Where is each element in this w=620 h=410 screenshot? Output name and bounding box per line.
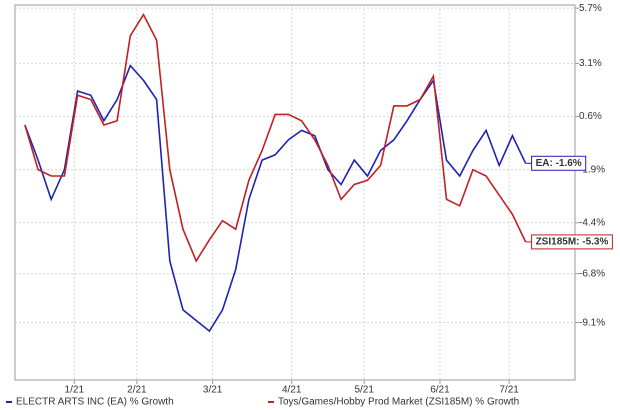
y-tick-label: 0.6%: [579, 111, 602, 122]
end-label: EA: -1.6%: [536, 158, 582, 169]
series-line: [24, 64, 527, 333]
x-tick-label: 2/21: [127, 385, 147, 396]
y-tick-label: -4.4%: [579, 217, 605, 228]
y-tick-label: -1.9%: [579, 164, 605, 175]
x-tick-label: 3/21: [203, 385, 223, 396]
plot-area: [14, 4, 576, 381]
legend-label: Toys/Games/Hobby Prod Market (ZSI185M) %…: [278, 397, 519, 408]
y-tick-label: -9.1%: [579, 317, 605, 328]
x-tick-label: 4/21: [282, 385, 302, 396]
y-tick-label: -6.8%: [579, 268, 605, 279]
y-tick-label: 3.1%: [579, 58, 602, 69]
y-tick-label: 5.7%: [579, 3, 602, 14]
end-label: ZSI185M: -5.3%: [536, 237, 609, 248]
x-tick-label: 1/21: [65, 385, 85, 396]
legend-label: ELECTR ARTS INC (EA) % Growth: [16, 397, 174, 408]
series-line: [24, 12, 527, 263]
x-tick-label: 7/21: [499, 385, 519, 396]
x-tick-label: 6/21: [430, 385, 450, 396]
x-tick-label: 5/21: [354, 385, 374, 396]
